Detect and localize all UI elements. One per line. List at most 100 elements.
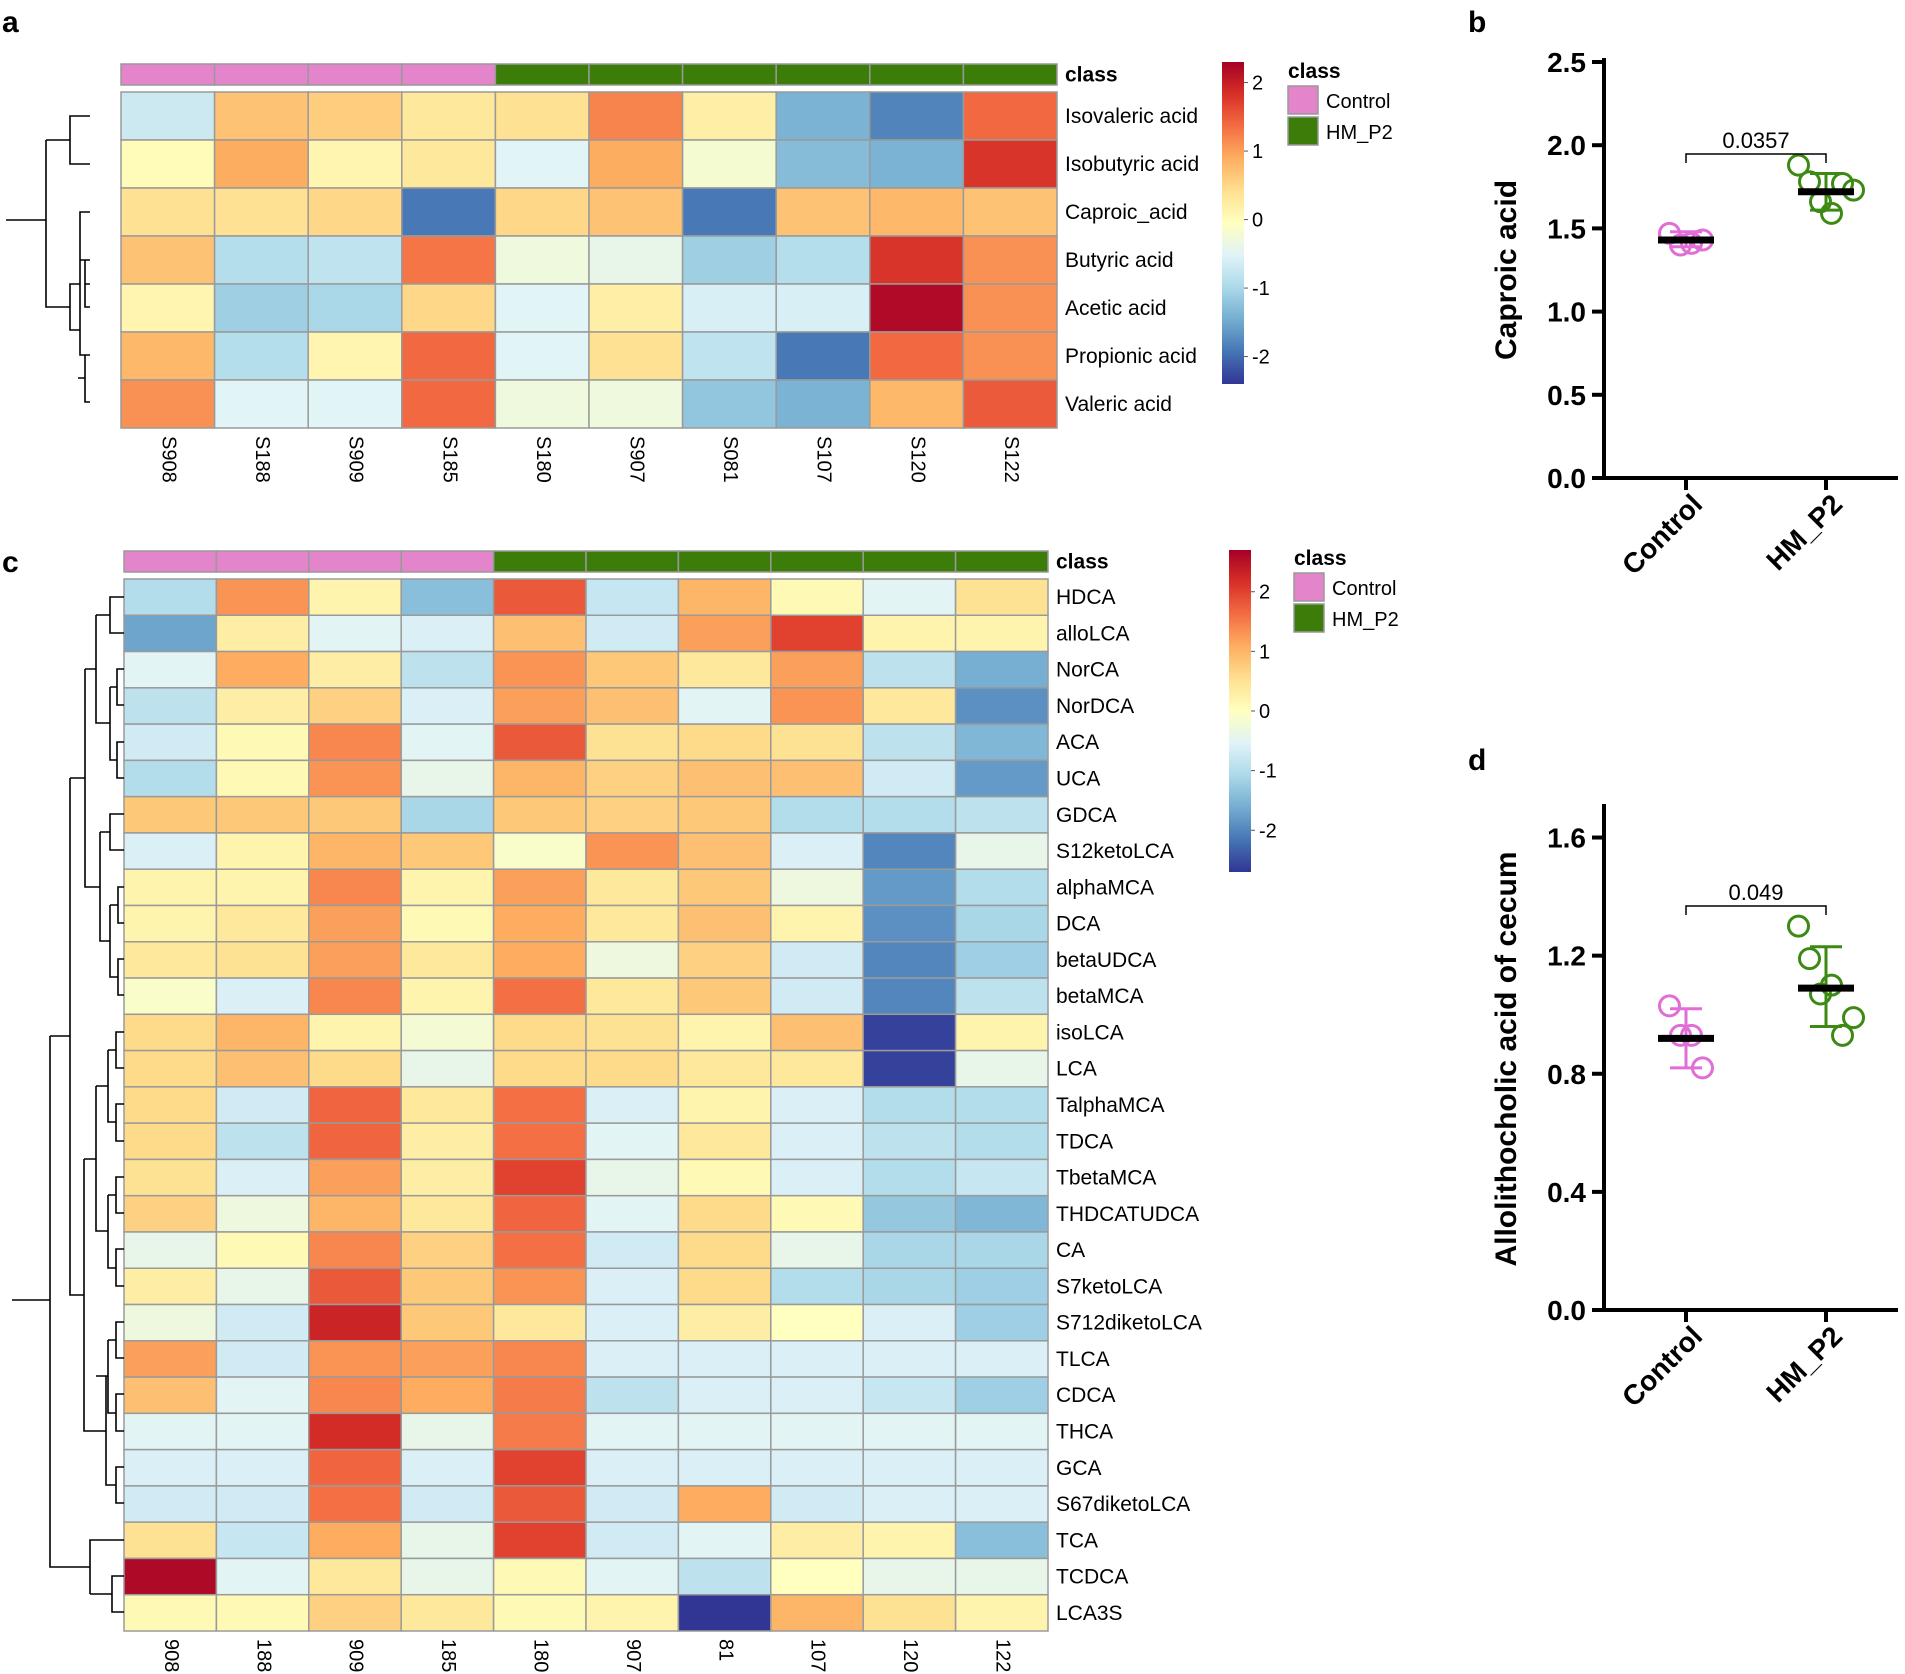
row-label: GDCA <box>1056 804 1117 827</box>
heatmap-cell <box>770 1231 864 1269</box>
heatmap-cell <box>585 1412 680 1451</box>
y-tick-label: 0.0 <box>1547 1295 1586 1326</box>
heatmap-cell <box>492 868 587 907</box>
heatmap-cell <box>954 1013 1049 1052</box>
heatmap-cell <box>400 1122 495 1161</box>
heatmap-cell <box>862 1376 957 1415</box>
row-label: TCDCA <box>1056 1566 1128 1589</box>
heatmap-cell <box>681 91 777 141</box>
y-tick-label: 0.0 <box>1547 463 1586 494</box>
heatmap-cell <box>775 283 871 333</box>
heatmap-cell <box>770 1412 864 1451</box>
column-label: 120 <box>899 1639 921 1672</box>
row-label: Acetic acid <box>1065 297 1167 320</box>
y-tick-label: 1.2 <box>1547 941 1586 972</box>
heatmap-cell <box>400 868 495 907</box>
heatmap-cell <box>308 1086 402 1124</box>
heatmap-cell <box>677 1194 772 1233</box>
class-annotation-cell <box>954 550 1049 573</box>
heatmap-cell <box>585 1194 680 1233</box>
heatmap-cell <box>862 723 957 762</box>
heatmap-cell <box>954 1376 1049 1415</box>
row-label: isoLCA <box>1056 1021 1124 1044</box>
heatmap-cell <box>492 1448 587 1487</box>
heatmap-cell <box>770 759 864 798</box>
y-tick-label: 0.8 <box>1547 1059 1586 1090</box>
class-annotation-cell <box>307 63 403 86</box>
heatmap-cell <box>585 941 680 979</box>
heatmap-cell <box>862 1521 957 1560</box>
class-annotation-cell <box>585 550 680 573</box>
heatmap-cell <box>215 650 310 689</box>
heatmap-cell <box>492 1485 587 1523</box>
y-axis-label: Caproic acid <box>1490 180 1523 360</box>
heatmap-cell <box>492 832 587 870</box>
heatmap-cell <box>869 379 965 429</box>
legend-swatch-control <box>1287 85 1319 115</box>
colorbar <box>1222 62 1244 384</box>
heatmap-cell <box>308 1448 402 1487</box>
heatmap-cell <box>770 977 864 1016</box>
heatmap-cell <box>308 759 402 798</box>
heatmap-cell <box>308 1376 402 1415</box>
row-label: TLCA <box>1056 1348 1110 1371</box>
y-tick-label: 2.5 <box>1547 47 1586 78</box>
heatmap-cell <box>308 1521 402 1560</box>
class-annotation-cell <box>213 63 309 86</box>
row-label: CDCA <box>1056 1384 1116 1407</box>
heatmap-cell <box>588 379 684 429</box>
heatmap-cell <box>401 91 497 141</box>
heatmap-cell <box>954 832 1049 870</box>
row-label: TbetaMCA <box>1056 1167 1156 1190</box>
row-label: THCA <box>1056 1420 1113 1443</box>
heatmap-cell <box>400 1231 495 1269</box>
row-label: THDCATUDCA <box>1056 1203 1199 1226</box>
heatmap-cell <box>400 1158 495 1197</box>
colorbar-tick-label: 2 <box>1259 582 1270 604</box>
heatmap-cell <box>308 1267 402 1306</box>
heatmap-cell <box>677 1340 772 1378</box>
heatmap-cell <box>588 187 684 237</box>
heatmap-cell <box>492 1557 587 1596</box>
heatmap-cell <box>123 1231 218 1269</box>
heatmap-cell <box>213 379 309 429</box>
heatmap-cell <box>400 1013 495 1052</box>
column-label: 185 <box>437 1639 459 1672</box>
heatmap-cell <box>770 1122 864 1161</box>
heatmap-cell <box>585 904 680 943</box>
heatmap-cell <box>400 941 495 979</box>
heatmap-cell <box>308 1013 402 1052</box>
heatmap-cell <box>770 868 864 907</box>
column-label: S908 <box>158 436 180 483</box>
class-annotation-cell <box>869 63 965 86</box>
class-annotation-cell <box>400 550 495 573</box>
heatmap-cell <box>400 977 495 1016</box>
class-annotation-cell <box>308 550 402 573</box>
heatmap-cell <box>585 1049 680 1088</box>
heatmap-cell <box>770 1303 864 1342</box>
heatmap-cell <box>215 1593 310 1632</box>
heatmap-cell <box>677 759 772 798</box>
heatmap-cell <box>492 1158 587 1197</box>
heatmap-cell <box>123 1557 218 1596</box>
heatmap-cell <box>308 723 402 762</box>
heatmap-cell <box>585 1593 680 1632</box>
row-label: alphaMCA <box>1056 876 1154 899</box>
heatmap-cell <box>677 904 772 943</box>
heatmap-cell <box>215 1521 310 1560</box>
heatmap-cell <box>862 1340 957 1378</box>
heatmap-cell <box>585 795 680 834</box>
heatmap-cell <box>215 723 310 762</box>
heatmap-cell <box>862 832 957 870</box>
heatmap-cell <box>770 687 864 725</box>
heatmap-cell <box>770 1194 864 1233</box>
heatmap-cell <box>308 1593 402 1632</box>
legend-item-label: Control <box>1326 91 1390 113</box>
heatmap-cell <box>213 331 309 381</box>
heatmap-cell <box>215 1412 310 1451</box>
legend-swatch-hm-p2 <box>1287 116 1319 146</box>
heatmap-cell <box>215 687 310 725</box>
row-label: S712diketoLCA <box>1056 1312 1202 1335</box>
class-annotation-cell <box>962 63 1058 86</box>
heatmap-cell <box>954 868 1049 907</box>
